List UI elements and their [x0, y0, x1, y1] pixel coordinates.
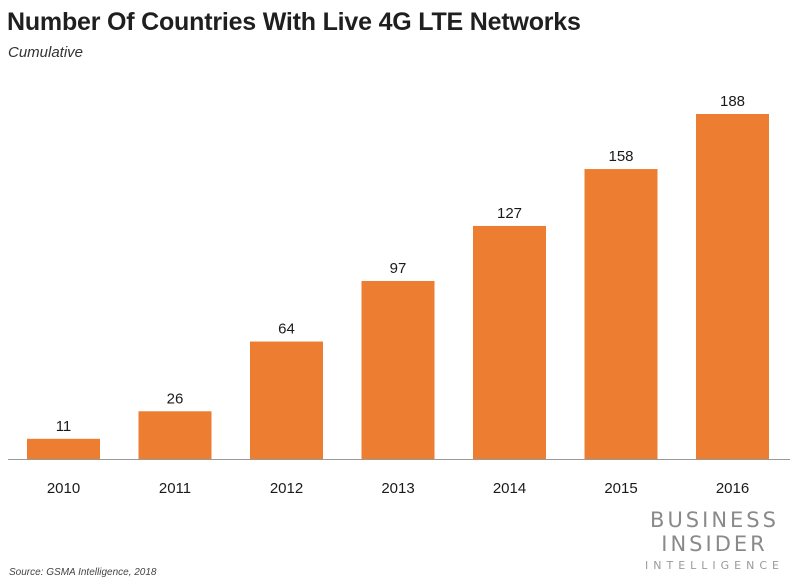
chart-subtitle: Cumulative: [8, 44, 84, 61]
bar-2012: [250, 341, 323, 459]
bar-2014: [473, 225, 546, 459]
x-tick-label-2010: 2010: [47, 480, 80, 497]
bar-2011: [138, 411, 212, 459]
bar-2015: [584, 169, 658, 459]
bar-2010: [27, 438, 100, 459]
data-label-2014: 127: [497, 205, 522, 222]
data-label-2011: 26: [167, 390, 184, 407]
data-label-2010: 11: [56, 418, 72, 435]
brand-line-2: INSIDER: [661, 532, 768, 556]
x-tick-label-2014: 2014: [493, 480, 526, 497]
data-label-2015: 158: [608, 148, 633, 165]
bar-2016: [696, 114, 769, 459]
data-label-2013: 97: [390, 260, 407, 277]
source-note: Source: GSMA Intelligence, 2018: [9, 567, 157, 578]
chart-title: Number Of Countries With Live 4G LTE Net…: [7, 8, 581, 36]
business-insider-intelligence-logo: BUSINESS INSIDER INTELLIGENCE: [645, 508, 784, 572]
brand-line-1: BUSINESS: [650, 508, 779, 532]
x-tick-label-2011: 2011: [159, 480, 191, 497]
x-tick-label-2016: 2016: [716, 480, 749, 497]
bar-2013: [361, 280, 435, 459]
brand-line-3: INTELLIGENCE: [645, 559, 784, 572]
data-label-2016: 188: [720, 93, 745, 110]
x-tick-label-2012: 2012: [270, 480, 303, 497]
data-label-2012: 64: [278, 321, 295, 338]
x-tick-label-2015: 2015: [604, 480, 637, 497]
x-tick-label-2013: 2013: [381, 480, 414, 497]
